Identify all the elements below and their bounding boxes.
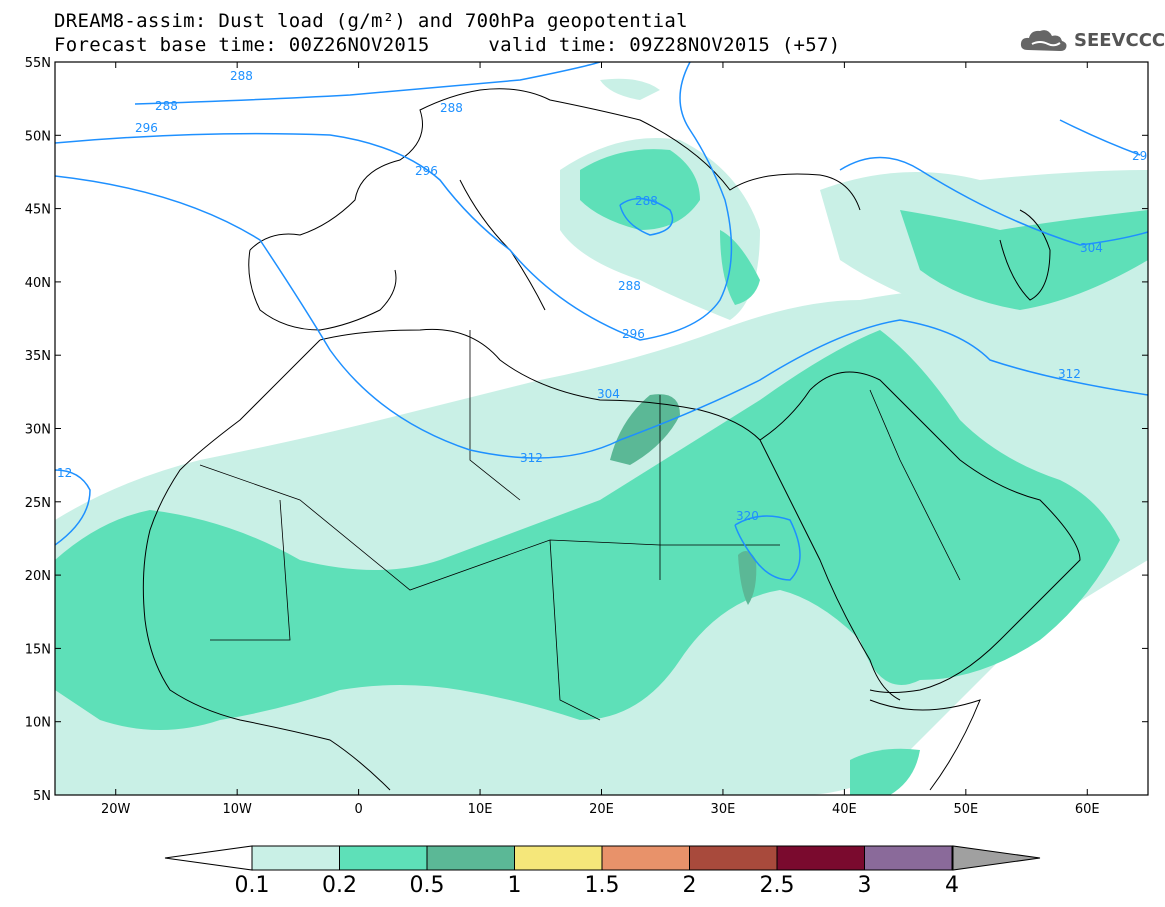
contour-label: 288 bbox=[635, 194, 658, 208]
colorbar-left-arrow bbox=[164, 845, 253, 871]
colorbar-label: 1.5 bbox=[585, 873, 620, 898]
lon-tick-label: 20E bbox=[589, 802, 614, 817]
lat-tick-label: 5N bbox=[33, 789, 51, 804]
map-title: DREAM8-assim: Dust load (g/m²) and 700hP… bbox=[54, 10, 688, 32]
country-border bbox=[210, 499, 291, 641]
contour-label: 312 bbox=[520, 451, 543, 465]
lon-tick-label: 20W bbox=[101, 802, 131, 817]
contour-label: 312 bbox=[1058, 367, 1081, 381]
contour-label: 304 bbox=[597, 387, 620, 401]
colorbar-label: 0.2 bbox=[322, 873, 357, 898]
contour-line bbox=[55, 62, 733, 341]
colorbar-label: 2.5 bbox=[760, 873, 795, 898]
colorbar-label: 0.1 bbox=[235, 873, 270, 898]
country-border bbox=[549, 539, 601, 721]
dust-fill-layer bbox=[55, 78, 1148, 795]
geopotential-contours bbox=[55, 62, 1148, 581]
colorbar-label: 2 bbox=[683, 873, 697, 898]
coastline-africa-north bbox=[319, 328, 811, 441]
lat-tick-label: 10N bbox=[25, 716, 51, 731]
lat-tick-label: 55N bbox=[25, 56, 51, 71]
contour-line bbox=[1059, 119, 1141, 156]
colorbar-swatch bbox=[251, 845, 340, 871]
contour-line bbox=[134, 62, 601, 105]
lon-tick-label: 10W bbox=[222, 802, 252, 817]
dust-region-medium-sahel bbox=[55, 330, 1120, 730]
contour-labels: 288 288 288 296 296 288 288 296 304 304 … bbox=[57, 69, 1147, 523]
lon-tick-label: 0 bbox=[354, 802, 362, 817]
lat-tick-label: 30N bbox=[25, 423, 51, 438]
country-border bbox=[869, 389, 961, 581]
coastline-europe bbox=[249, 88, 861, 251]
coastline-arabia bbox=[809, 371, 1081, 693]
dust-region-medium-ethiopia bbox=[850, 748, 920, 795]
colorbar-swatch bbox=[864, 845, 953, 871]
contour-label: 288 bbox=[155, 99, 178, 113]
coastline-horn bbox=[869, 699, 981, 791]
coastline-caspian bbox=[999, 209, 1051, 301]
lat-tick-label: 45N bbox=[25, 203, 51, 218]
dust-region-dark-libya bbox=[610, 394, 680, 465]
lat-tick-label: 40N bbox=[25, 276, 51, 291]
colorbar-swatch bbox=[426, 845, 515, 871]
colorbar-swatch bbox=[601, 845, 690, 871]
coastline-iberia bbox=[248, 249, 397, 331]
coastline-layer bbox=[142, 88, 1081, 791]
border-layer bbox=[199, 330, 961, 721]
dust-region-medium-turkey bbox=[720, 230, 760, 305]
contour-label: 320 bbox=[736, 509, 759, 523]
contour-label: 288 bbox=[440, 101, 463, 115]
colorbar-swatch bbox=[514, 845, 603, 871]
cloud-icon bbox=[1020, 30, 1067, 51]
lon-tick-label: 40E bbox=[832, 802, 857, 817]
lat-tick-label: 25N bbox=[25, 496, 51, 511]
colorbar-swatch bbox=[339, 845, 428, 871]
contour-label: 304 bbox=[1080, 241, 1103, 255]
map-subtitle: Forecast base time: 00Z26NOV2015 valid t… bbox=[54, 34, 841, 56]
dust-region-medium-caspian bbox=[900, 210, 1148, 310]
logo-text: SEEVCCC bbox=[1074, 29, 1165, 51]
dust-region-light-north bbox=[600, 78, 660, 100]
lon-tick-label: 10E bbox=[468, 802, 493, 817]
lon-tick-label: 60E bbox=[1075, 802, 1100, 817]
contour-line bbox=[839, 156, 1148, 246]
lat-tick-label: 35N bbox=[25, 349, 51, 364]
country-border bbox=[469, 330, 521, 501]
colorbar-label: 0.5 bbox=[410, 873, 445, 898]
contour-line bbox=[55, 175, 1148, 459]
contour-line bbox=[734, 515, 801, 581]
contour-label: 296 bbox=[622, 327, 645, 341]
axis-ticks: 55N 50N 45N 40N 35N 30N 25N 20N 15N 10N 5N 20W 10W 0 1… bbox=[25, 56, 1148, 817]
coastline-red-sea bbox=[759, 439, 901, 701]
colorbar-label: 4 bbox=[945, 873, 959, 898]
lon-tick-label: 50E bbox=[953, 802, 978, 817]
colorbar-right-arrow bbox=[952, 845, 1041, 871]
colorbar-swatch bbox=[776, 845, 865, 871]
lat-tick-label: 50N bbox=[25, 129, 51, 144]
colorbar-label: 1 bbox=[508, 873, 522, 898]
contour-line bbox=[55, 469, 91, 546]
contour-label: 12 bbox=[57, 466, 72, 480]
contour-label: 29 bbox=[1132, 149, 1147, 163]
contour-label: 288 bbox=[230, 69, 253, 83]
contour-label: 296 bbox=[135, 121, 158, 135]
colorbar-label: 3 bbox=[858, 873, 872, 898]
contour-line bbox=[619, 197, 674, 236]
lat-tick-label: 20N bbox=[25, 569, 51, 584]
lon-tick-label: 30E bbox=[711, 802, 736, 817]
colorbar-swatch bbox=[689, 845, 778, 871]
contour-label: 296 bbox=[415, 164, 438, 178]
colorbar: 0.1 0.2 0.5 1 1.5 2 2.5 3 4 bbox=[164, 845, 1041, 898]
coastline-africa-west bbox=[142, 339, 391, 791]
contour-label: 288 bbox=[618, 279, 641, 293]
dust-region-dark-sudan bbox=[738, 551, 757, 605]
seevccc-logo: SEEVCCC bbox=[1018, 26, 1165, 54]
lat-tick-label: 15N bbox=[25, 642, 51, 657]
